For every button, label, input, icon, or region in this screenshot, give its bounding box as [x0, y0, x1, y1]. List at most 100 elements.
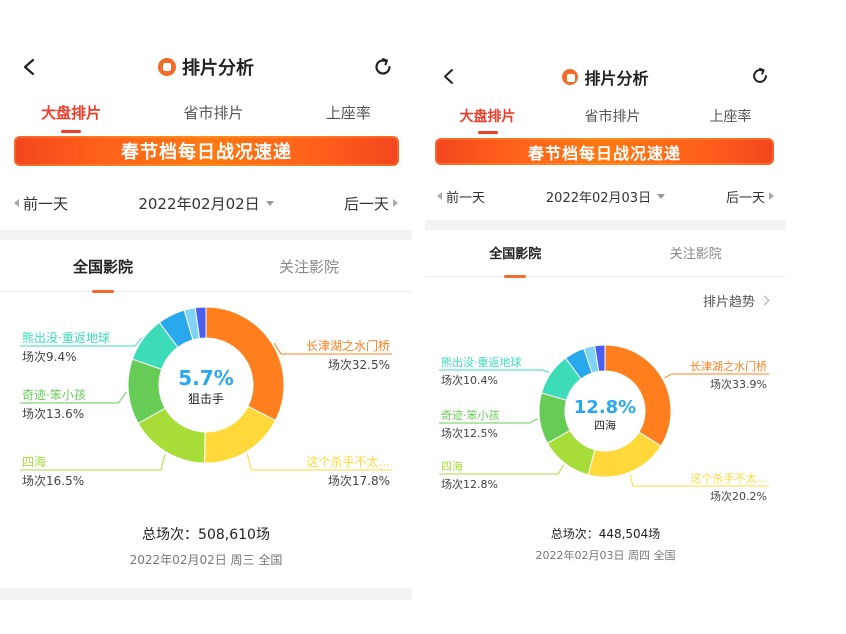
prev-day-label: 前一天 [446, 190, 486, 206]
tab-province-schedule[interactable]: 省市排片 [183, 102, 243, 133]
tab-label: 上座率 [709, 109, 752, 125]
slice-film-name: 这个杀手不太... [691, 471, 768, 485]
caret-left-icon [437, 192, 442, 200]
tab-followed-cinemas[interactable]: 关注影院 [279, 256, 339, 291]
total-screenings: 总场次：508,610场 [142, 527, 270, 543]
section-divider [425, 220, 786, 230]
next-day-button[interactable]: 后一天 [344, 193, 398, 214]
main-tabs: 大盘排片 省市排片 上座率 [0, 102, 412, 133]
center-film-name: 狙击手 [188, 392, 224, 406]
date-picker[interactable]: 2022年02月03日 [545, 187, 666, 206]
slice-film-name: 长津湖之水门桥 [690, 359, 767, 373]
leader-line [246, 453, 392, 471]
spring-festival-banner[interactable]: 春节档每日战况速递 [14, 136, 399, 166]
back-arrow-icon[interactable] [442, 68, 455, 85]
donut-slice [205, 306, 285, 422]
spring-festival-banner[interactable]: 春节档每日战况速递 [435, 138, 774, 165]
banner-text: 春节档每日战况速递 [527, 143, 681, 163]
prev-day-button[interactable]: 前一天 [437, 187, 485, 206]
screen-feb-03: 排片分析 大盘排片 省市排片 上座率 .panel.right .tab.act… [425, 0, 786, 580]
header: 排片分析 [0, 52, 412, 82]
center-percentage: 12.8% [574, 397, 636, 418]
subtab-label: 全国影院 [72, 258, 133, 276]
schedule-share-donut-chart: 5.7%狙击手长津湖之水门桥场次32.5%这个杀手不太...场次17.8%四海场… [20, 306, 392, 488]
caret-right-icon [392, 199, 398, 207]
tab-province-schedule[interactable]: 省市排片 [585, 106, 641, 134]
caret-down-icon [265, 200, 274, 206]
main-tabs: 大盘排片 省市排片 上座率 [425, 106, 786, 134]
center-percentage: 5.7% [178, 366, 233, 390]
tab-label: 大盘排片 [459, 109, 516, 125]
slice-film-name: 四海 [441, 459, 463, 473]
tab-label: 省市排片 [584, 109, 641, 125]
maoyan-logo-icon [562, 69, 579, 85]
tab-label: 大盘排片 [41, 104, 102, 122]
header: 排片分析 [425, 64, 786, 90]
subtab-label: 关注影院 [669, 247, 722, 262]
prev-day-label: 前一天 [23, 194, 69, 213]
refresh-icon[interactable] [750, 66, 770, 86]
tab-followed-cinemas[interactable]: 关注影院 [670, 243, 722, 276]
schedule-share-donut-chart: 12.8%四海长津湖之水门桥场次33.9%这个杀手不太...场次20.2%四海场… [439, 344, 769, 503]
slice-film-name: 奇迹·笨小孩 [22, 387, 86, 402]
tab-national-cinemas[interactable]: 全国影院 [489, 243, 541, 276]
tab-label: 上座率 [325, 104, 371, 122]
trend-label: 排片趋势 [702, 295, 755, 310]
tab-label: 省市排片 [183, 104, 244, 122]
slice-film-name: 四海 [22, 454, 46, 469]
slice-share-label: 场次16.5% [22, 474, 84, 488]
date-switcher: 前一天 2022年02月02日 后一天 [0, 192, 412, 214]
back-arrow-icon[interactable] [22, 58, 36, 76]
maoyan-logo-icon [158, 58, 176, 76]
slice-share-label: 场次13.6% [22, 407, 84, 421]
donut-slice [587, 431, 662, 478]
slice-share-label: 场次12.5% [441, 426, 498, 440]
caret-right-icon [768, 192, 774, 200]
footer-date: 2022年02月03日 周四 全国 [535, 549, 676, 562]
tab-national-cinemas[interactable]: 全国影院 [73, 256, 133, 291]
date-picker[interactable]: 2022年02月02日 [138, 193, 274, 214]
slice-film-name: 熊出没·重返地球 [441, 355, 522, 369]
donut-slice [204, 405, 277, 464]
subtab-label: 全国影院 [489, 247, 542, 262]
leader-line [439, 464, 564, 475]
page-title-group: 排片分析 [562, 65, 649, 89]
total-screenings: 总场次：448,504场 [550, 527, 661, 541]
leader-line [629, 474, 769, 487]
caret-left-icon [14, 199, 19, 207]
date-switcher: 前一天 2022年02月03日 后一天 [425, 186, 786, 206]
section-divider [0, 230, 412, 240]
slice-share-label: 场次17.8% [328, 474, 390, 488]
current-date: 2022年02月03日 [545, 190, 652, 206]
slice-film-name: 长津湖之水门桥 [306, 338, 390, 353]
schedule-trend-link[interactable]: 排片趋势 [702, 291, 770, 310]
chevron-right-icon [759, 295, 770, 306]
center-film-name: 四海 [594, 418, 616, 432]
tab-market-schedule[interactable]: 大盘排片 [41, 102, 101, 133]
slice-share-label: 场次12.8% [441, 477, 498, 491]
caret-down-icon [657, 193, 666, 199]
donut-slice [594, 344, 606, 373]
tab-occupancy[interactable]: 上座率 [710, 106, 752, 134]
page-title: 排片分析 [584, 69, 649, 88]
page-title-group: 排片分析 [158, 54, 254, 80]
next-day-label: 后一天 [725, 190, 765, 206]
screen-feb-02: 排片分析 大盘排片 省市排片 上座率 .panel.left .tab.acti… [0, 0, 412, 600]
next-day-button[interactable]: 后一天 [726, 187, 774, 206]
slice-share-label: 场次32.5% [328, 358, 390, 372]
slice-film-name: 熊出没·重返地球 [22, 330, 110, 345]
next-day-label: 后一天 [343, 194, 389, 213]
leader-line [20, 337, 142, 347]
current-date: 2022年02月02日 [138, 194, 260, 213]
prev-day-button[interactable]: 前一天 [14, 193, 68, 214]
slice-film-name: 奇迹·笨小孩 [441, 408, 500, 422]
cinema-scope-tabs: 全国影院 关注影院 [0, 256, 412, 292]
tab-occupancy[interactable]: 上座率 [326, 102, 371, 133]
bottom-divider [0, 588, 412, 600]
tab-market-schedule[interactable]: 大盘排片 [460, 106, 516, 134]
leader-line [273, 342, 392, 355]
totals-block: 总场次：508,610场 2022年02月02日 周三 全国 [0, 524, 412, 568]
slice-share-label: 场次10.4% [441, 373, 498, 387]
refresh-icon[interactable] [372, 56, 394, 78]
slice-share-label: 场次20.2% [710, 489, 767, 503]
